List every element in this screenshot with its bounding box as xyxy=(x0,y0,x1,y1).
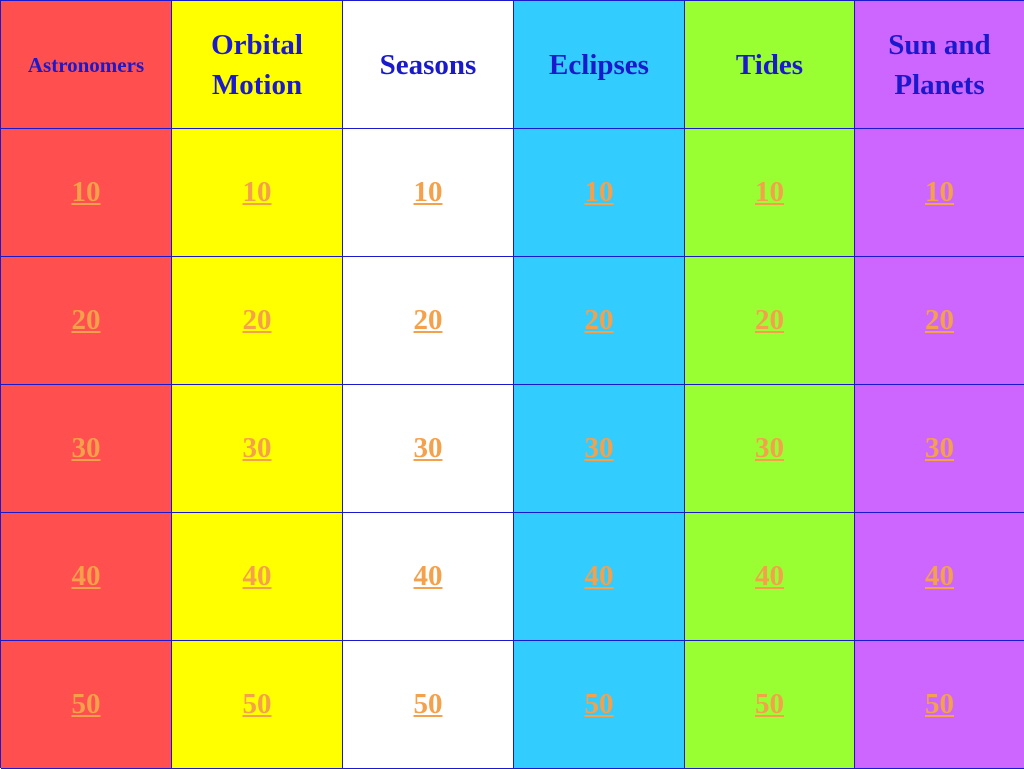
question-value-link[interactable]: 50 xyxy=(413,688,443,720)
question-value-link[interactable]: 20 xyxy=(925,304,954,336)
category-label: Orbital Motion xyxy=(211,28,303,101)
board-cell: 30 xyxy=(685,385,855,513)
category-header: Eclipses xyxy=(514,1,685,129)
board-cell: 30 xyxy=(514,385,685,513)
question-value-link[interactable]: 40 xyxy=(242,560,272,592)
question-value-link[interactable]: 40 xyxy=(584,560,614,592)
board-cell: 40 xyxy=(685,513,855,641)
board-cell: 20 xyxy=(1,257,172,385)
question-value-link[interactable]: 10 xyxy=(413,176,443,208)
category-label: Sun and Planets xyxy=(888,28,991,101)
category-header: Orbital Motion xyxy=(172,1,343,129)
board-cell: 20 xyxy=(514,257,685,385)
board-cell: 10 xyxy=(343,129,514,257)
board-cell: 50 xyxy=(343,641,514,769)
question-value-link[interactable]: 30 xyxy=(584,432,614,464)
board-cell: 10 xyxy=(514,129,685,257)
question-value-link[interactable]: 20 xyxy=(71,304,101,336)
question-value-link[interactable]: 40 xyxy=(413,560,443,592)
board-cell: 50 xyxy=(685,641,855,769)
question-value-link[interactable]: 30 xyxy=(755,432,784,464)
question-value-link[interactable]: 20 xyxy=(242,304,272,336)
question-value-link[interactable]: 30 xyxy=(413,432,443,464)
board-cell: 30 xyxy=(343,385,514,513)
category-label: Astronomers xyxy=(27,52,145,77)
category-header: Tides xyxy=(685,1,855,129)
question-value-link[interactable]: 30 xyxy=(71,432,101,464)
question-value-link[interactable]: 50 xyxy=(71,688,101,720)
board-cell: 40 xyxy=(514,513,685,641)
category-label: Tides xyxy=(735,48,804,81)
board-cell: 20 xyxy=(172,257,343,385)
board-cell: 50 xyxy=(855,641,1024,769)
question-value-link[interactable]: 40 xyxy=(925,560,954,592)
board-cell: 30 xyxy=(172,385,343,513)
board-cell: 20 xyxy=(685,257,855,385)
question-value-link[interactable]: 50 xyxy=(755,688,784,720)
category-header: Seasons xyxy=(343,1,514,129)
question-value-link[interactable]: 10 xyxy=(584,176,614,208)
board-cell: 10 xyxy=(855,129,1024,257)
board-cell: 10 xyxy=(1,129,172,257)
board-cell: 40 xyxy=(1,513,172,641)
board-cell: 20 xyxy=(343,257,514,385)
category-label: Eclipses xyxy=(549,48,649,81)
board-cell: 10 xyxy=(172,129,343,257)
board-cell: 40 xyxy=(172,513,343,641)
question-value-link[interactable]: 30 xyxy=(925,432,954,464)
question-value-link[interactable]: 20 xyxy=(584,304,614,336)
category-header: Astronomers xyxy=(1,1,172,129)
board-cell: 10 xyxy=(685,129,855,257)
question-value-link[interactable]: 50 xyxy=(925,688,954,720)
question-value-link[interactable]: 10 xyxy=(242,176,272,208)
board-cell: 30 xyxy=(855,385,1024,513)
board-cell: 50 xyxy=(172,641,343,769)
question-value-link[interactable]: 50 xyxy=(242,688,272,720)
question-value-link[interactable]: 20 xyxy=(755,304,784,336)
question-value-link[interactable]: 30 xyxy=(242,432,272,464)
board-cell: 40 xyxy=(343,513,514,641)
question-value-link[interactable]: 40 xyxy=(71,560,101,592)
question-value-link[interactable]: 40 xyxy=(755,560,784,592)
board-cell: 20 xyxy=(855,257,1024,385)
board-cell: 50 xyxy=(1,641,172,769)
question-value-link[interactable]: 50 xyxy=(584,688,614,720)
board-cell: 40 xyxy=(855,513,1024,641)
board-cell: 50 xyxy=(514,641,685,769)
category-header: Sun and Planets xyxy=(855,1,1024,129)
question-value-link[interactable]: 10 xyxy=(925,176,954,208)
question-value-link[interactable]: 20 xyxy=(413,304,443,336)
board-cell: 30 xyxy=(1,385,172,513)
question-value-link[interactable]: 10 xyxy=(71,176,101,208)
category-label: Seasons xyxy=(379,48,477,81)
question-value-link[interactable]: 10 xyxy=(755,176,784,208)
